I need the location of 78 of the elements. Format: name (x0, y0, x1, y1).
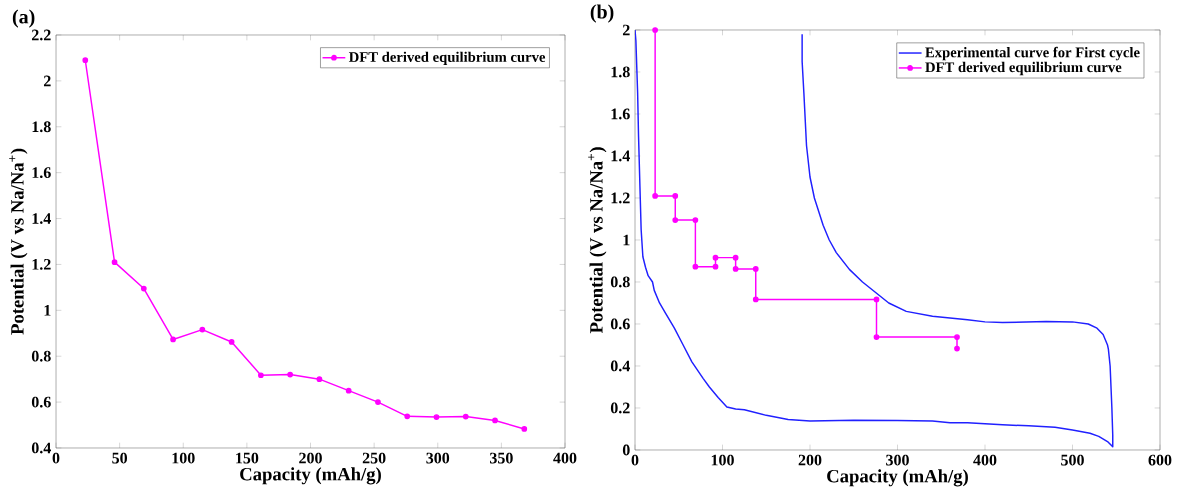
x-tick-label: 50 (112, 452, 128, 464)
point (492, 417, 498, 424)
y-tick-label: 2 (43, 75, 51, 87)
x-tick-label: 300 (426, 452, 450, 464)
y-tick-label: 0.4 (31, 442, 51, 454)
x-tick-label: 200 (299, 452, 322, 464)
point (462, 413, 469, 420)
y-tick-label: 0.4 (610, 360, 630, 372)
point (316, 376, 323, 383)
point (404, 413, 411, 420)
point (521, 426, 528, 432)
x-tick-label: 500 (1061, 454, 1084, 466)
chart-title: (b) (590, 4, 614, 23)
y-tick-label: 0.8 (31, 350, 51, 362)
point (433, 414, 440, 420)
point (228, 339, 235, 345)
x-axis-title: Capacity (mAh/g) (240, 467, 381, 485)
point (672, 193, 679, 199)
point (692, 217, 699, 223)
point (170, 336, 176, 343)
point (732, 266, 739, 272)
point (652, 27, 659, 33)
y-tick-label: 0 (622, 444, 630, 456)
y-tick-label: 0.8 (610, 276, 630, 288)
x-tick-label: 600 (1148, 454, 1172, 466)
y-tick-label: 0.6 (610, 318, 630, 330)
y-tick-label: 1 (44, 305, 51, 316)
y-tick-label: 2.2 (31, 29, 51, 41)
x-tick-label: 300 (886, 454, 909, 466)
x-tick-label: 150 (236, 452, 259, 464)
x-tick-label: 100 (172, 452, 195, 464)
point (752, 296, 759, 303)
point (873, 334, 880, 340)
point (258, 372, 264, 379)
legend-label: DFT derived equilibrium curve (925, 61, 1122, 76)
point (375, 399, 381, 405)
y-axis-title: Potential (V vs Na/Na$^{+}$) (9, 148, 28, 335)
x-axis-title: Capacity (mAh/g) (827, 469, 968, 487)
point (652, 193, 659, 199)
point (345, 387, 352, 394)
x-tick-label: 400 (973, 454, 997, 466)
y-tick-label: 1.4 (611, 150, 630, 162)
y-tick-label: 1.6 (32, 167, 51, 179)
point (199, 326, 206, 333)
point (287, 371, 294, 378)
y-tick-label: 1.2 (32, 259, 51, 270)
chart-title: (a) (12, 9, 35, 28)
x-tick-label: 0 (52, 452, 60, 464)
point (954, 334, 960, 340)
x-tick-label: 400 (553, 452, 577, 464)
y-tick-label: 1 (623, 234, 630, 246)
point (672, 217, 679, 223)
y-tick-label: 1.8 (32, 121, 51, 133)
y-tick-label: 1.4 (32, 213, 51, 224)
x-tick-label: 100 (711, 454, 734, 466)
y-tick-label: 0.6 (31, 396, 51, 408)
point (140, 285, 147, 292)
point (954, 345, 960, 352)
y-tick-label: 1.2 (611, 192, 630, 204)
point (752, 266, 759, 272)
y-tick-label: 1.8 (611, 66, 630, 78)
legend-label: DFT derived equilibrium curve (348, 51, 546, 65)
y-tick-label: 0.2 (610, 402, 630, 414)
point (732, 254, 739, 261)
point (873, 296, 880, 303)
y-tick-label: 1.6 (611, 108, 630, 120)
point (82, 57, 89, 64)
point (712, 263, 719, 270)
x-tick-label: 250 (362, 452, 386, 464)
y-tick-label: 2 (622, 24, 630, 36)
point (692, 263, 699, 270)
point (111, 259, 118, 266)
point (712, 254, 719, 261)
x-tick-label: 350 (489, 452, 513, 464)
x-tick-label: 0 (631, 454, 639, 466)
legend-label: Experimental curve for First cycle (925, 46, 1140, 61)
x-tick-label: 200 (798, 454, 822, 466)
y-axis-title: Potential (V vs Na/Na$^{+}$) (588, 147, 607, 334)
